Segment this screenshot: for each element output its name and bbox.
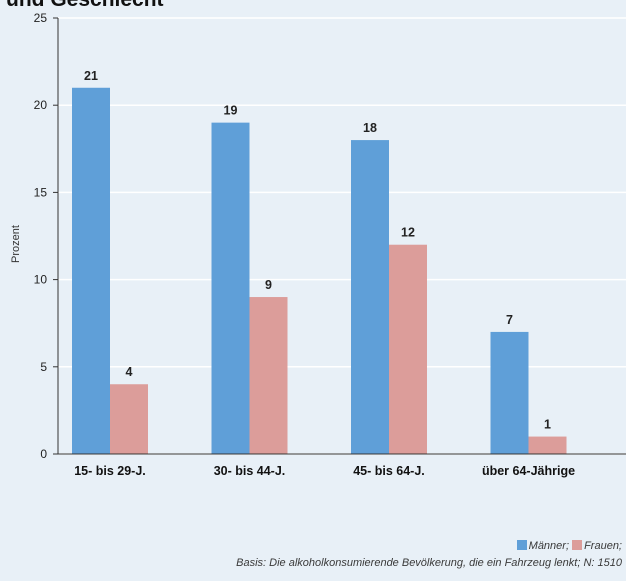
y-axis-label: Prozent [10,225,22,263]
x-tick-label: 30- bis 44-J. [214,464,286,478]
legend: Männer; Frauen; [516,540,622,552]
legend-swatch-women [572,540,583,550]
x-tick-label: 15- bis 29-J. [74,464,146,478]
y-tick-label: 0 [40,447,47,461]
bar-men [72,87,110,454]
data-label: 9 [265,278,272,292]
bar-men [490,331,529,454]
data-label: 12 [401,226,415,240]
data-label: 18 [363,121,377,135]
chart-title: und Geschlecht [6,0,164,12]
bar-men [211,122,250,454]
bar-women [110,384,148,454]
data-label: 4 [126,365,133,379]
bar-women [389,244,427,454]
data-label: 21 [84,69,98,83]
bar-women [528,436,567,454]
y-tick-label: 20 [34,98,48,112]
x-tick-label: über 64-Jährige [482,464,575,478]
basis-note: Basis: Die alkoholkonsumierende Bevölker… [236,557,622,569]
y-tick-label: 10 [34,273,48,287]
x-tick-label: 45- bis 64-J. [353,464,425,478]
y-tick-label: 15 [34,185,48,199]
bar-men [351,140,389,454]
data-label: 7 [506,313,513,327]
legend-swatch-men [516,540,527,550]
legend-label-men: Männer; [528,540,570,552]
legend-label-women: Frauen; [584,540,622,552]
data-label: 19 [224,104,238,118]
data-label: 1 [544,418,551,432]
y-tick-label: 25 [34,11,48,25]
bar-women [249,297,288,454]
y-tick-label: 5 [40,360,47,374]
